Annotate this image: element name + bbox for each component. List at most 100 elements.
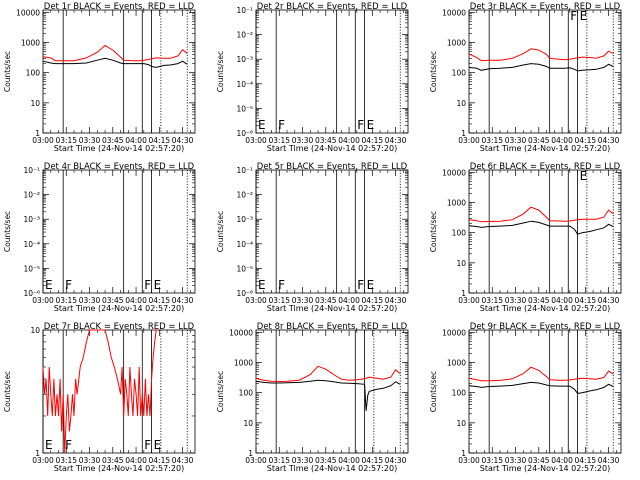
event-marker-label: E xyxy=(45,438,53,452)
y-tick-label: 1000 xyxy=(234,359,253,368)
y-tick-label: 10 xyxy=(456,259,466,268)
event-marker-label: F xyxy=(144,438,151,452)
x-tick-label: 03:45 xyxy=(315,296,337,305)
y-tick-label: 10⁻³ xyxy=(23,215,40,224)
y-tick-label: 10⁻³ xyxy=(236,215,253,224)
x-tick-label: 03:15 xyxy=(481,296,503,305)
y-tick-label: 10 xyxy=(456,419,466,428)
y-tick-label: 1000 xyxy=(21,39,40,48)
x-tick-label: 04:00 xyxy=(125,136,147,145)
x-tick-label: 03:45 xyxy=(102,296,124,305)
x-tick-label: 04:15 xyxy=(362,296,384,305)
x-tick-label: 04:15 xyxy=(149,136,171,145)
plot-frame xyxy=(255,9,409,134)
y-axis-label: Counts/sec xyxy=(216,51,225,92)
event-marker-label: F xyxy=(357,118,364,132)
x-tick-label: 04:30 xyxy=(385,296,407,305)
x-tick-label: 03:30 xyxy=(292,136,314,145)
x-axis-label: Start Time (24-Nov-14 02:57:20) xyxy=(267,304,397,313)
y-axis-label: Counts/sec xyxy=(216,211,225,252)
x-axis-label: Start Time (24-Nov-14 02:57:20) xyxy=(54,304,184,313)
x-tick-label: 03:30 xyxy=(79,136,101,145)
y-tick-label: 10000 xyxy=(229,328,253,337)
panel-title: Det 1r BLACK = Events, RED = LLD xyxy=(44,2,195,12)
x-tick-label: 04:30 xyxy=(172,136,194,145)
y-tick-label: 10⁻² xyxy=(236,31,253,40)
x-tick-label: 03:15 xyxy=(481,456,503,465)
y-tick-label: 10⁻³ xyxy=(236,55,253,64)
y-tick-label: 100 xyxy=(452,389,467,398)
y-tick-label: 100 xyxy=(452,229,467,238)
event-marker-label: E xyxy=(367,278,375,292)
panel-det-1: Det 1r BLACK = Events, RED = LLD 1 10 100 10… xyxy=(3,2,196,153)
y-tick-label: 10⁻⁶ xyxy=(236,289,253,298)
x-tick-label: 03:00 xyxy=(458,456,480,465)
x-tick-label: 04:00 xyxy=(338,456,360,465)
x-tick-label: 04:30 xyxy=(598,456,620,465)
series-line-lld xyxy=(468,366,614,382)
panel-det-3: Det 3r BLACK = Events, RED = LLD 1 10 100 10… xyxy=(429,2,622,153)
plot-frame xyxy=(255,169,409,294)
x-tick-label: 03:00 xyxy=(32,296,54,305)
x-tick-label: 04:15 xyxy=(575,296,597,305)
x-tick-label: 04:15 xyxy=(149,456,171,465)
x-tick-label: 03:15 xyxy=(55,296,77,305)
x-tick-label: 04:00 xyxy=(551,456,573,465)
panel-det-8: Det 8r BLACK = Events, RED = LLD 1 10 100 10… xyxy=(216,322,409,473)
x-tick-label: 03:15 xyxy=(55,456,77,465)
panel-det-7: Det 7r BLACK = Events, RED = LLD 1 10 03:00… xyxy=(3,322,196,473)
event-marker-label: E xyxy=(154,278,162,292)
series-line-lld xyxy=(42,44,188,62)
series-line-events xyxy=(42,57,188,68)
x-axis-label: Start Time (24-Nov-14 02:57:20) xyxy=(267,144,397,153)
y-tick-label: 1 xyxy=(248,449,253,458)
x-tick-label: 04:15 xyxy=(575,136,597,145)
y-tick-label: 1000 xyxy=(447,199,466,208)
x-axis-label: Start Time (24-Nov-14 02:57:20) xyxy=(480,144,610,153)
x-tick-label: 03:30 xyxy=(79,296,101,305)
event-marker-label: F xyxy=(65,438,72,452)
x-tick-label: 03:15 xyxy=(268,456,290,465)
panel-title: Det 4r BLACK = Events, RED = LLD xyxy=(44,162,195,172)
series-line-lld xyxy=(468,206,614,223)
y-tick-label: 1000 xyxy=(447,359,466,368)
y-tick-label: 10000 xyxy=(442,8,466,17)
y-tick-label: 10000 xyxy=(442,328,466,337)
y-tick-label: 1 xyxy=(461,449,466,458)
y-axis-label: Counts/sec xyxy=(429,211,438,252)
event-marker-label: F xyxy=(65,278,72,292)
x-tick-label: 04:00 xyxy=(125,456,147,465)
x-tick-label: 03:00 xyxy=(458,296,480,305)
y-tick-label: 100 xyxy=(239,389,254,398)
series-line-events xyxy=(468,63,614,72)
plot-frame xyxy=(255,329,409,454)
y-tick-label: 100 xyxy=(26,69,41,78)
x-axis-label: Start Time (24-Nov-14 02:57:20) xyxy=(480,304,610,313)
x-tick-label: 03:45 xyxy=(528,296,550,305)
panel-det-9: Det 9r BLACK = Events, RED = LLD 1 10 100 10… xyxy=(429,322,622,473)
x-tick-label: 04:30 xyxy=(598,296,620,305)
series-line-events xyxy=(468,381,614,394)
y-tick-label: 10⁻¹ xyxy=(23,166,40,175)
x-tick-label: 03:00 xyxy=(32,456,54,465)
x-tick-label: 03:15 xyxy=(268,296,290,305)
x-tick-label: 03:00 xyxy=(458,136,480,145)
x-tick-label: 04:30 xyxy=(598,136,620,145)
plot-frame xyxy=(42,169,196,294)
panel-det-2: Det 2r BLACK = Events, RED = LLD 10⁻⁶ 10⁻⁵… xyxy=(216,2,409,153)
event-marker-label: E xyxy=(580,9,588,23)
x-tick-label: 03:00 xyxy=(245,296,267,305)
x-tick-label: 04:30 xyxy=(385,456,407,465)
x-tick-label: 03:30 xyxy=(505,136,527,145)
panel-title: Det 8r BLACK = Events, RED = LLD xyxy=(257,322,408,332)
y-axis-label: Counts/sec xyxy=(429,51,438,92)
y-axis-label: Counts/sec xyxy=(216,371,225,412)
y-tick-label: 10⁻⁶ xyxy=(236,129,253,138)
panel-det-4: Det 4r BLACK = Events, RED = LLD 10⁻⁶ 10⁻⁵… xyxy=(3,162,196,313)
y-tick-label: 1 xyxy=(35,129,40,138)
x-tick-label: 03:45 xyxy=(102,136,124,145)
y-tick-label: 10⁻⁵ xyxy=(23,264,40,273)
y-tick-label: 10000 xyxy=(16,8,40,17)
x-tick-label: 03:45 xyxy=(528,136,550,145)
y-tick-label: 10⁻² xyxy=(23,191,40,200)
